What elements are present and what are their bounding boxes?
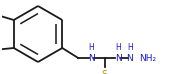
Text: S: S [102, 69, 108, 74]
Text: H: H [115, 42, 121, 52]
Text: N: N [126, 54, 133, 63]
Text: NH₂: NH₂ [139, 54, 156, 63]
Text: H: H [88, 42, 94, 52]
Text: N: N [88, 54, 95, 63]
Text: N: N [115, 54, 122, 63]
Text: H: H [127, 42, 133, 52]
